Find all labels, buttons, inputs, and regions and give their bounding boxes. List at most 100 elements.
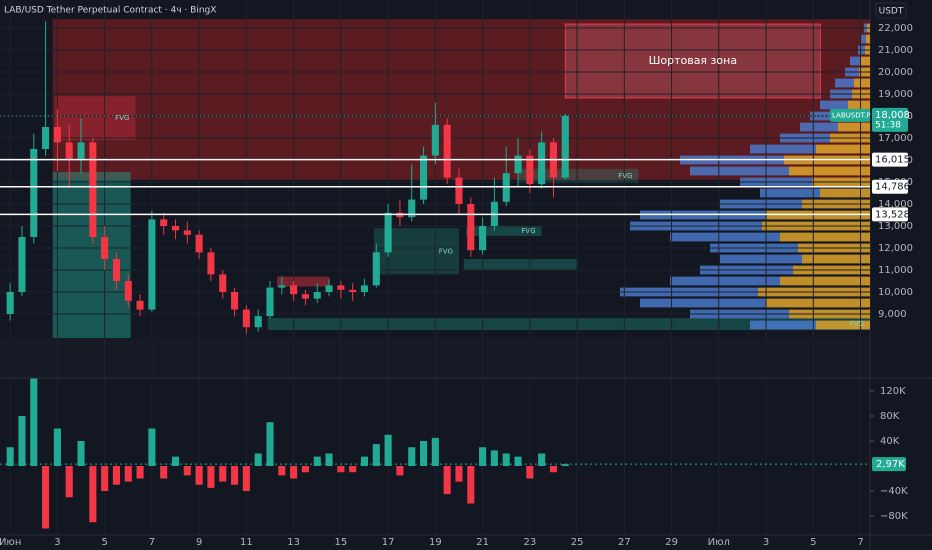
currency-box	[875, 2, 907, 19]
profile-buy	[802, 254, 870, 264]
volume-bar	[171, 456, 180, 466]
x-tick-label: 27	[618, 537, 631, 548]
candle-body	[514, 155, 522, 174]
candle-body	[349, 289, 357, 292]
candle-body	[254, 316, 262, 328]
volume-bar	[136, 466, 144, 479]
volume-bar	[278, 466, 286, 476]
volume-bar	[112, 466, 120, 485]
volume-bar	[301, 466, 309, 473]
candle-body	[431, 124, 439, 156]
fvg-label: FVG	[521, 227, 535, 235]
candle-body	[372, 252, 380, 286]
level-label: 14,786	[875, 182, 910, 193]
candle-body	[526, 155, 534, 185]
candle-body	[325, 285, 333, 292]
candle-body	[42, 127, 50, 150]
candle-body	[455, 177, 463, 205]
candle-body	[290, 285, 298, 295]
volume-bar	[53, 428, 61, 466]
y-tick-label: 14,000	[878, 199, 913, 210]
volume-bar	[89, 466, 97, 523]
candle-body	[538, 142, 546, 185]
candle-body	[124, 280, 132, 301]
profile-sell	[640, 298, 766, 308]
candle-body	[479, 226, 487, 251]
zone	[267, 317, 870, 331]
volume-bar	[502, 453, 510, 466]
level-box	[872, 152, 908, 167]
candle-body	[171, 226, 180, 231]
volume-bar	[431, 437, 439, 466]
profile-sell	[860, 34, 866, 44]
volume-bar	[6, 447, 14, 466]
volume-bar	[538, 453, 546, 466]
y-tick-label: 21,000	[878, 45, 913, 56]
candle-body	[231, 291, 239, 310]
volume-bar	[526, 466, 534, 479]
zone	[518, 168, 639, 184]
zone-label: Шортовая зона	[649, 54, 737, 67]
profile-sell	[800, 122, 838, 132]
candle-body	[360, 285, 369, 292]
level-box	[872, 207, 908, 222]
profile-sell	[835, 78, 854, 88]
profile-sell	[850, 56, 861, 66]
x-tick-label: 9	[196, 537, 202, 548]
profile-sell	[820, 100, 848, 110]
candle-body	[207, 252, 215, 275]
candle-body	[242, 309, 250, 328]
candle-body	[112, 258, 120, 281]
volume-bar	[420, 441, 428, 466]
y-tick-label: 17,000	[878, 133, 913, 144]
x-tick-label: 25	[571, 537, 584, 548]
candle-body	[18, 237, 26, 292]
profile-sell	[720, 254, 802, 264]
volume-bar	[207, 466, 215, 488]
volume-bar	[349, 466, 357, 473]
volume-bar	[479, 447, 487, 466]
candle-body	[337, 285, 345, 290]
countdown-label: 51:38	[875, 120, 901, 130]
volume-bar	[30, 378, 38, 466]
y-tick-label: 22,000	[878, 23, 913, 34]
volume-bar	[490, 450, 498, 466]
volume-bar	[384, 434, 392, 466]
profile-buy	[854, 78, 870, 88]
volume-bar	[337, 466, 345, 473]
volume-tick-label: 120K	[880, 386, 906, 397]
candle-body	[443, 124, 451, 178]
x-tick-label: 3	[763, 537, 769, 548]
candle-body	[195, 234, 203, 253]
fvg-label: FVG	[618, 172, 632, 180]
currency: USDT	[879, 7, 904, 17]
profile-sell	[690, 166, 789, 176]
x-tick-label: Июл	[708, 537, 730, 548]
candle-body	[278, 285, 286, 288]
candle-body	[6, 291, 14, 314]
candle-body	[30, 149, 38, 238]
volume-current-box	[872, 457, 906, 472]
zone	[463, 258, 578, 270]
zone	[466, 226, 542, 236]
profile-buy	[766, 298, 870, 308]
fvg-label: FVG	[439, 247, 453, 255]
y-tick-label: 12,000	[878, 243, 913, 254]
fvg-label: FVG	[115, 114, 129, 122]
x-tick-label: 11	[240, 537, 253, 548]
candle-body	[219, 274, 227, 292]
volume-bar	[254, 453, 262, 466]
profile-buy	[848, 100, 870, 110]
x-tick-label: 17	[382, 537, 395, 548]
y-tick-label: 13,000	[878, 221, 913, 232]
candle-body	[160, 219, 168, 227]
profile-sell	[670, 276, 780, 286]
profile-buy	[816, 144, 870, 154]
y-tick-label: 20,000	[878, 67, 913, 78]
x-tick-label: 13	[287, 537, 300, 548]
candle-body	[89, 142, 97, 238]
volume-bar	[242, 466, 250, 491]
candle-body	[65, 142, 73, 161]
